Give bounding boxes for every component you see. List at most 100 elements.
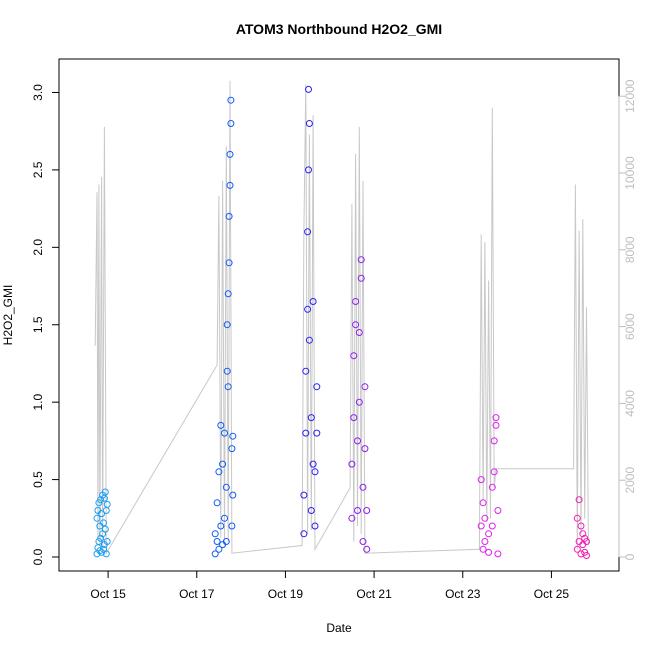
data-point bbox=[577, 522, 585, 530]
data-point bbox=[98, 510, 106, 518]
data-point bbox=[213, 538, 221, 545]
data-point bbox=[225, 212, 233, 220]
data-point bbox=[305, 166, 312, 174]
data-point bbox=[302, 429, 310, 437]
data-point bbox=[479, 499, 487, 507]
y-tick-label: 2.0 bbox=[31, 239, 45, 256]
data-point bbox=[304, 228, 312, 236]
data-point bbox=[313, 429, 321, 437]
data-point bbox=[485, 530, 493, 538]
data-point bbox=[363, 545, 371, 553]
data-point bbox=[226, 150, 234, 158]
series-1 bbox=[211, 96, 237, 558]
y2-tick-label: 6000 bbox=[623, 313, 637, 340]
data-point bbox=[211, 550, 219, 558]
data-point bbox=[219, 460, 227, 468]
data-point bbox=[221, 514, 228, 522]
data-point bbox=[215, 545, 223, 553]
data-point bbox=[97, 534, 105, 542]
y2-tick-label: 4000 bbox=[623, 390, 637, 417]
data-point bbox=[352, 321, 360, 329]
series-3 bbox=[348, 256, 371, 553]
y-axis: 0.0 0.5 1.0 1.5 2.0 2.5 3.0 bbox=[31, 84, 60, 565]
data-point bbox=[224, 383, 232, 391]
data-point bbox=[309, 460, 317, 468]
data-point bbox=[350, 352, 358, 360]
data-point bbox=[228, 445, 236, 453]
data-point bbox=[348, 514, 356, 522]
data-point bbox=[302, 367, 310, 375]
data-point bbox=[224, 290, 232, 298]
data-point bbox=[305, 120, 313, 127]
data-point bbox=[103, 538, 111, 545]
y2-tick-label: 8000 bbox=[623, 236, 637, 263]
data-point bbox=[101, 488, 109, 496]
x-tick-label: Oct 23 bbox=[445, 587, 481, 601]
y-tick-label: 3.0 bbox=[31, 84, 45, 101]
y-tick-label: 1.0 bbox=[31, 393, 45, 410]
data-point bbox=[307, 414, 315, 422]
y-tick-label: 1.5 bbox=[31, 316, 45, 333]
data-point bbox=[102, 550, 110, 558]
data-point bbox=[490, 437, 498, 445]
data-point bbox=[222, 483, 230, 491]
y-tick-label: 0.0 bbox=[31, 548, 45, 565]
data-point bbox=[479, 545, 487, 553]
data-point bbox=[300, 530, 308, 538]
data-point bbox=[97, 496, 105, 504]
data-point bbox=[309, 298, 317, 305]
data-point bbox=[229, 491, 237, 499]
data-point bbox=[211, 530, 219, 538]
data-point bbox=[359, 538, 367, 545]
data-point bbox=[223, 321, 231, 329]
data-point bbox=[361, 445, 369, 453]
y2-tick-label: 10000 bbox=[623, 156, 637, 190]
data-point bbox=[355, 398, 363, 406]
y-tick-label: 0.5 bbox=[31, 471, 45, 488]
x-axis: Oct 15 Oct 17 Oct 19 Oct 21 Oct 23 Oct 25 bbox=[90, 570, 569, 601]
data-point bbox=[357, 274, 365, 282]
data-point bbox=[304, 305, 312, 313]
data-point bbox=[481, 538, 489, 545]
y2-tick-label: 12000 bbox=[623, 79, 637, 113]
data-point bbox=[492, 421, 500, 429]
data-point bbox=[311, 468, 319, 476]
data-point bbox=[477, 522, 485, 530]
data-point bbox=[583, 538, 590, 545]
y2-tick-label: 2000 bbox=[623, 467, 637, 494]
y2-axis: 0 2000 4000 6000 8000 10000 12000 bbox=[618, 79, 637, 560]
data-point bbox=[305, 336, 313, 344]
data-point bbox=[488, 522, 496, 530]
data-point bbox=[359, 483, 367, 491]
data-point bbox=[492, 414, 500, 422]
data-point bbox=[488, 483, 496, 491]
data-point bbox=[307, 507, 315, 514]
data-point bbox=[494, 550, 502, 558]
data-point bbox=[354, 437, 361, 445]
data-point bbox=[222, 538, 230, 545]
data-point bbox=[575, 496, 583, 504]
data-point bbox=[361, 383, 369, 391]
x-axis-label: Date bbox=[326, 621, 352, 635]
secondary-series-line bbox=[94, 80, 589, 556]
data-point bbox=[579, 530, 587, 538]
data-point bbox=[348, 460, 356, 468]
data-point bbox=[350, 414, 358, 422]
data-point bbox=[481, 514, 489, 522]
data-point bbox=[227, 96, 235, 104]
series-4 bbox=[477, 414, 502, 558]
data-point bbox=[101, 525, 109, 533]
x-tick-label: Oct 19 bbox=[268, 587, 304, 601]
data-point bbox=[573, 514, 581, 522]
data-point bbox=[215, 468, 223, 476]
data-point bbox=[228, 522, 236, 530]
data-point bbox=[93, 514, 101, 522]
data-point bbox=[221, 429, 228, 437]
plot-frame bbox=[58, 58, 620, 572]
data-point bbox=[485, 548, 493, 556]
data-point bbox=[226, 181, 234, 189]
scatter-points-layer bbox=[93, 85, 590, 559]
data-point bbox=[357, 256, 365, 264]
series-5 bbox=[573, 496, 590, 559]
